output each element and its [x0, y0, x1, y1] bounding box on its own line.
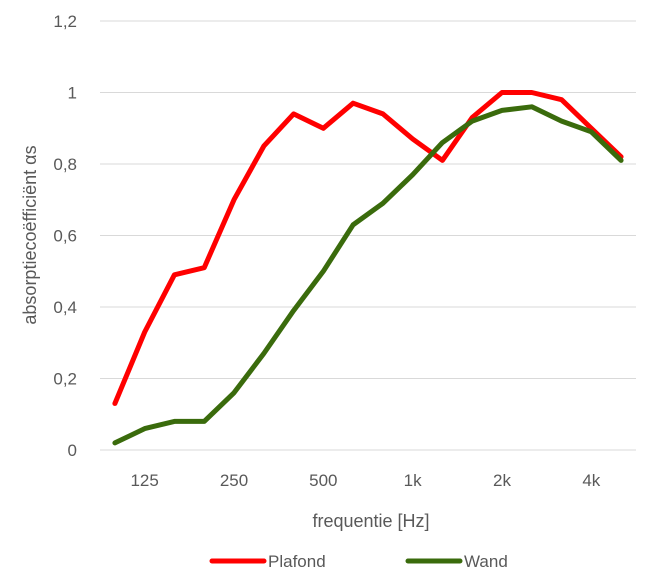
- x-tick-label: 500: [309, 471, 337, 490]
- legend: Plafond Wand: [209, 552, 508, 571]
- x-axis-tick-labels: 125 250 500 1k 2k 4k: [130, 471, 600, 490]
- series-line-plafond: [112, 90, 624, 406]
- gridlines: [100, 20, 636, 451]
- y-tick-label: 0,2: [53, 370, 77, 389]
- y-axis-title: absorptiecoëfficiënt αs: [20, 145, 40, 324]
- legend-label-plafond: Plafond: [268, 552, 326, 571]
- x-tick-label: 4k: [582, 471, 600, 490]
- legend-label-wand: Wand: [464, 552, 508, 571]
- y-tick-label: 0,4: [53, 298, 77, 317]
- x-tick-label: 250: [220, 471, 248, 490]
- y-tick-label: 1,2: [53, 12, 77, 31]
- y-tick-label: 0,8: [53, 155, 77, 174]
- y-tick-label: 0: [68, 441, 77, 460]
- y-tick-label: 0,6: [53, 227, 77, 246]
- series-lines: [112, 90, 624, 446]
- y-tick-label: 1: [68, 84, 77, 103]
- x-axis-title: frequentie [Hz]: [312, 511, 429, 531]
- x-tick-label: 125: [130, 471, 158, 490]
- y-axis-tick-labels: 0 0,2 0,4 0,6 0,8 1 1,2: [53, 12, 77, 460]
- x-tick-label: 1k: [404, 471, 422, 490]
- x-tick-label: 2k: [493, 471, 511, 490]
- series-line-wand: [112, 104, 624, 446]
